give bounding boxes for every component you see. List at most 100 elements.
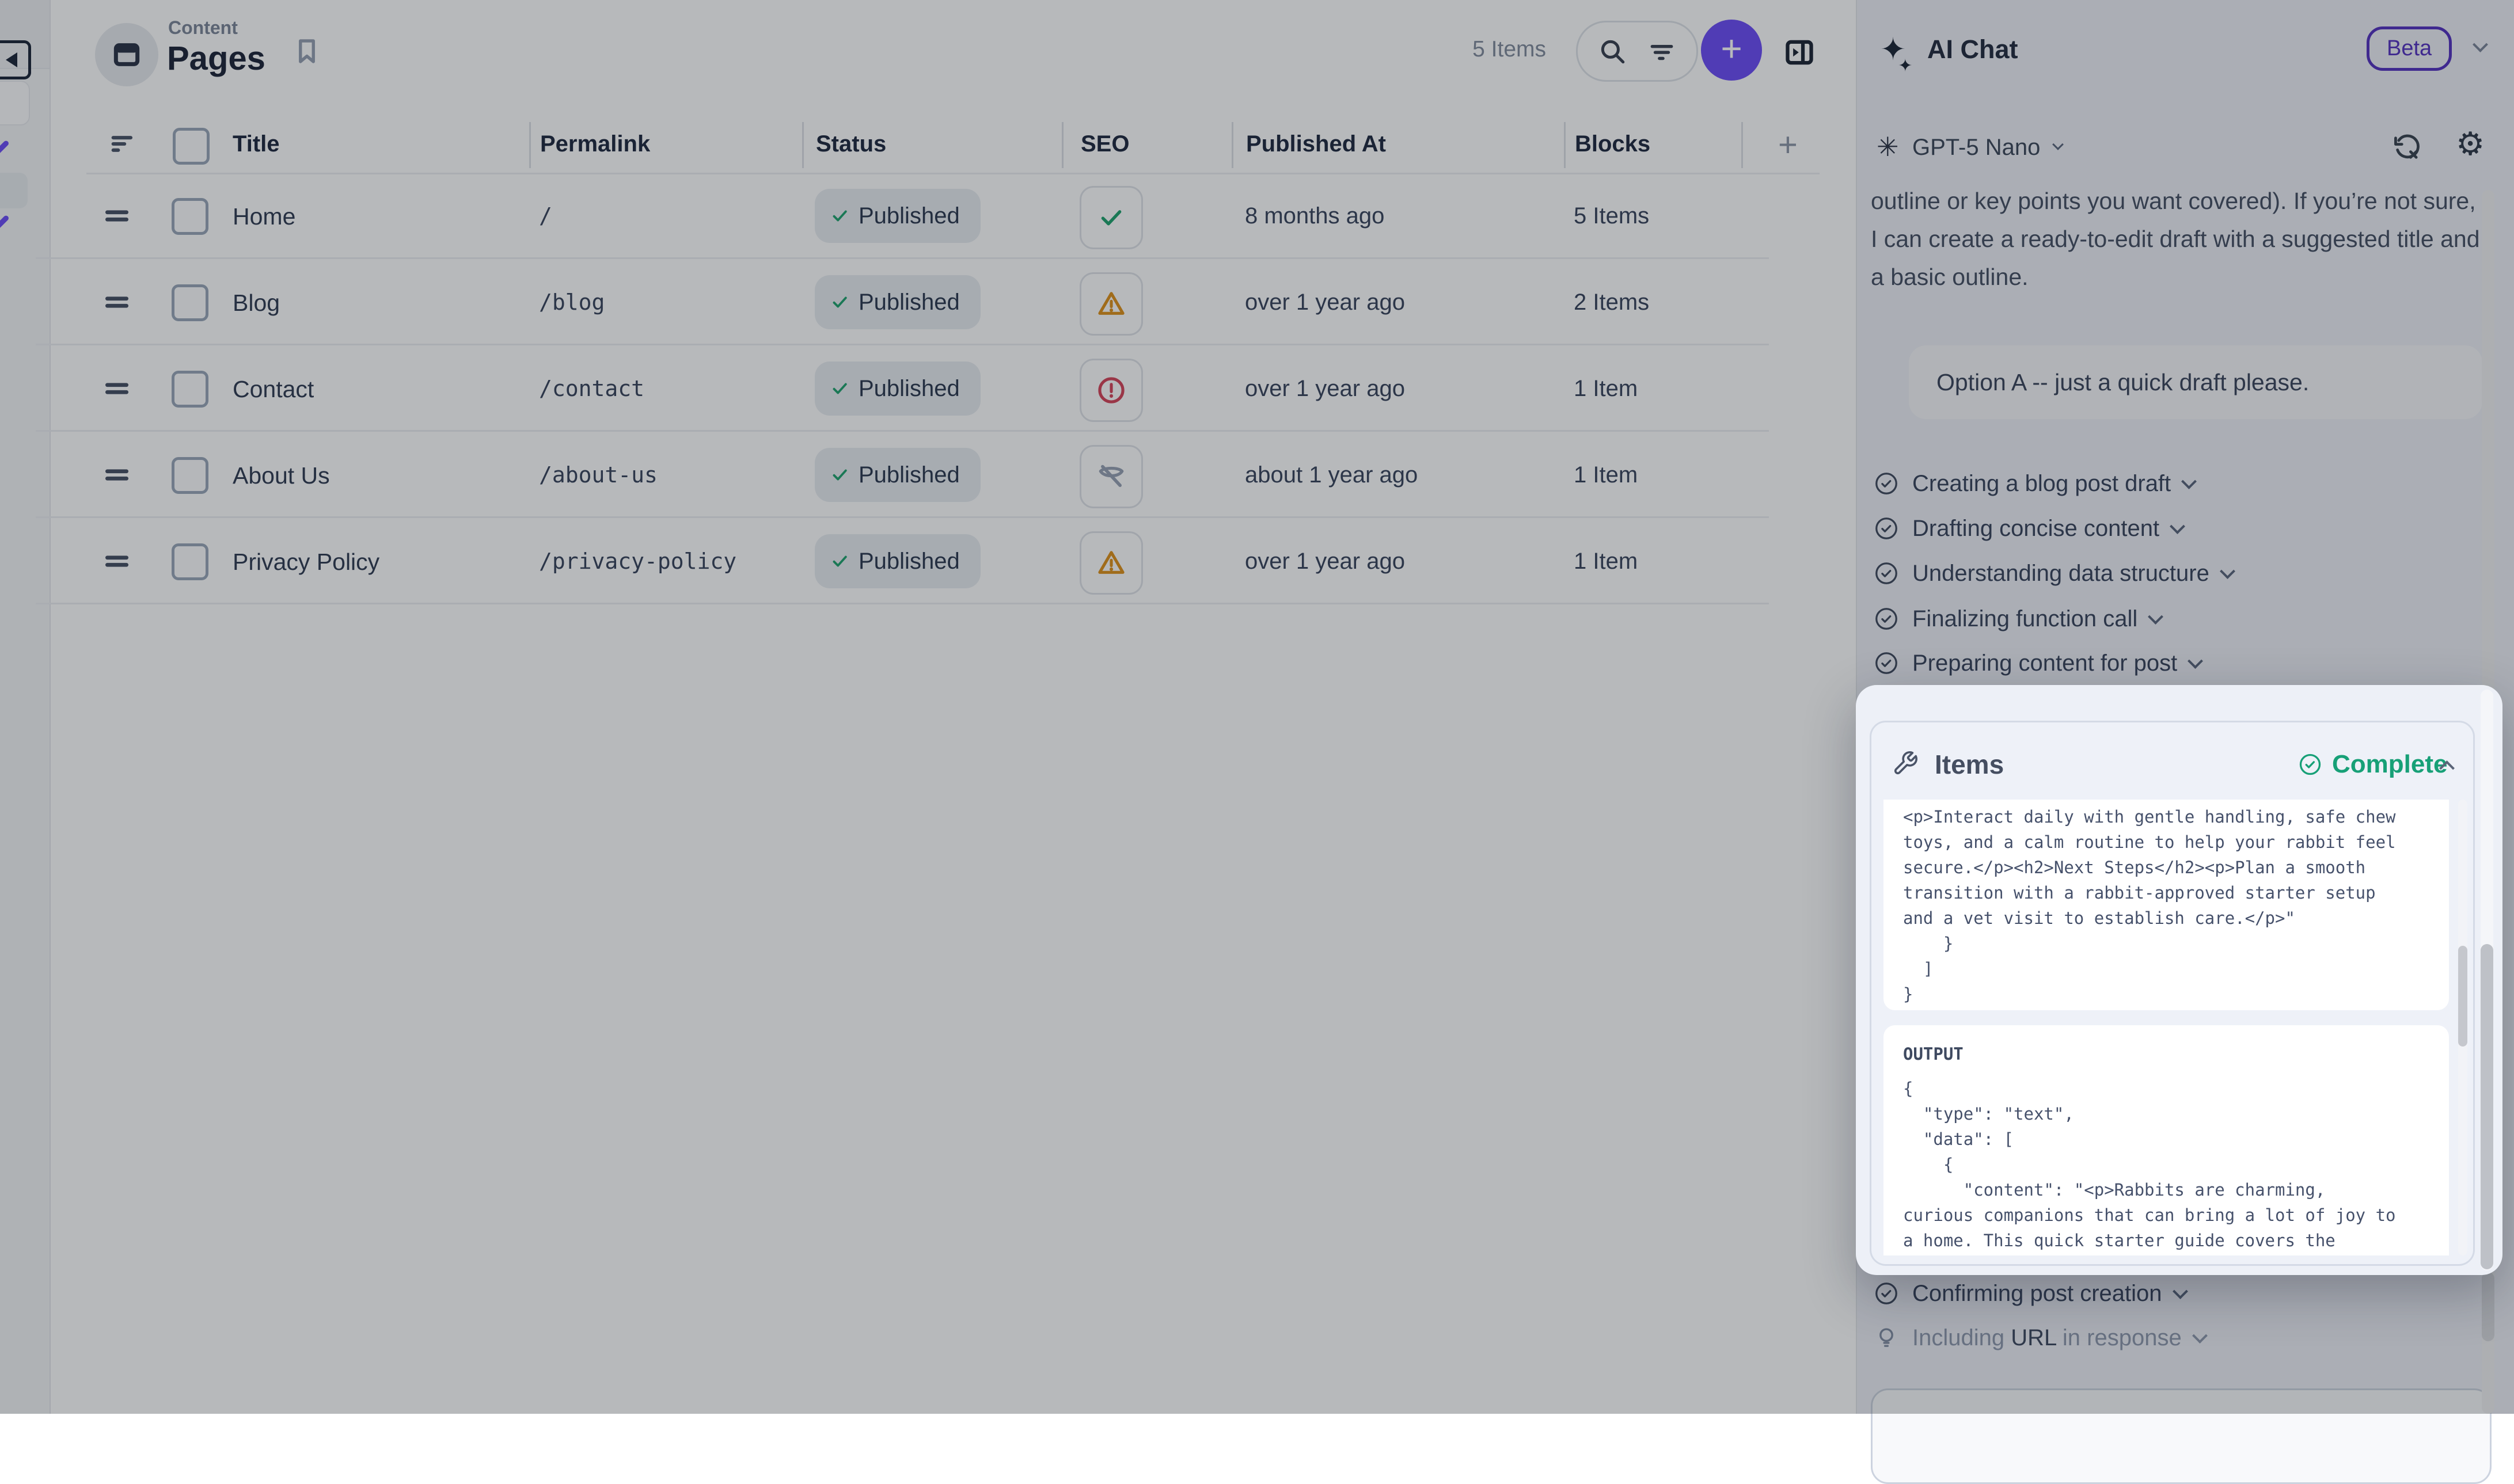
col-header-blocks[interactable]: Blocks: [1575, 131, 1651, 157]
col-header-permalink[interactable]: Permalink: [540, 131, 651, 157]
tool-output-viewport[interactable]: <p>Interact daily with gentle handling, …: [1883, 800, 2449, 1255]
page-title-cell[interactable]: Home: [233, 203, 296, 230]
table-row[interactable]: Contact /contact Published over 1 year a…: [36, 345, 1829, 432]
sort-rows-icon[interactable]: [108, 129, 138, 159]
blocks-cell: 1 Item: [1574, 549, 1638, 574]
seo-warning-icon: [1098, 551, 1125, 574]
seo-indicator[interactable]: [1080, 186, 1143, 249]
seo-indicator[interactable]: [1080, 359, 1143, 422]
check-circle-icon: [1875, 608, 1897, 630]
row-checkbox[interactable]: [172, 543, 208, 580]
search-filter-group: [1576, 21, 1698, 82]
published-at-cell: over 1 year ago: [1245, 376, 1405, 401]
assistant-message: outline or key points you want covered).…: [1871, 188, 2480, 290]
collapse-sidebar-icon[interactable]: [0, 40, 31, 79]
model-selector[interactable]: GPT-5 Nano: [1912, 135, 2041, 160]
step-item[interactable]: Preparing content for post: [1873, 646, 2204, 680]
col-header-seo[interactable]: SEO: [1081, 131, 1130, 157]
seo-hidden-icon: [1099, 465, 1124, 487]
step-item[interactable]: Confirming post creation: [1873, 1276, 2188, 1311]
page-avatar: [95, 23, 158, 86]
tool-output-code: { "type": "text", "data": [ { "content":…: [1903, 1079, 2396, 1250]
toggle-panel-icon[interactable]: [1783, 36, 1816, 69]
status-check-icon: [833, 383, 847, 394]
chat-scrollbar-thumb[interactable]: [2482, 1272, 2494, 1341]
col-header-published-at[interactable]: Published At: [1246, 131, 1386, 157]
table-row[interactable]: Blog /blog Published over 1 year ago 2 I…: [36, 259, 1829, 345]
seo-check-icon: [1101, 210, 1122, 226]
plus-icon: +: [1721, 28, 1742, 69]
search-icon[interactable]: [1598, 37, 1627, 66]
bookmark-icon[interactable]: [291, 36, 322, 67]
blocks-cell: 1 Item: [1574, 376, 1638, 401]
row-checkbox[interactable]: [172, 284, 208, 321]
tool-output-label: OUTPUT: [1903, 1044, 1964, 1064]
tool-scrollbar-thumb[interactable]: [2458, 946, 2467, 1047]
clear-history-icon[interactable]: [2393, 132, 2422, 162]
add-page-button[interactable]: +: [1701, 20, 1762, 81]
table-row[interactable]: About Us /about-us Published about 1 yea…: [36, 432, 1829, 518]
step-item[interactable]: Creating a blog post draft: [1873, 466, 2197, 501]
blocks-cell: 1 Item: [1574, 462, 1638, 488]
row-checkbox[interactable]: [172, 457, 208, 494]
drag-handle-icon[interactable]: [102, 547, 131, 576]
step-item[interactable]: Understanding data structure: [1873, 556, 2235, 591]
seo-indicator[interactable]: [1080, 531, 1143, 595]
drag-handle-icon[interactable]: [102, 374, 131, 403]
check-circle-icon: [1875, 652, 1897, 674]
published-at-cell: over 1 year ago: [1245, 549, 1405, 574]
filter-icon[interactable]: [1647, 37, 1676, 66]
col-header-status[interactable]: Status: [816, 131, 887, 157]
chat-title: AI Chat: [1927, 35, 2018, 64]
page-title-cell[interactable]: About Us: [233, 462, 330, 489]
step-item[interactable]: Drafting concise content: [1873, 511, 2186, 546]
drag-handle-icon[interactable]: [102, 461, 131, 489]
tool-input-card: <p>Interact daily with gentle handling, …: [1883, 800, 2449, 1010]
permalink-cell: /about-us: [539, 462, 658, 488]
status-badge: Published: [815, 362, 981, 416]
page-title-cell[interactable]: Contact: [233, 376, 314, 402]
table-row[interactable]: Home / Published 8 months ago 5 Items: [36, 173, 1829, 259]
left-sidebar: [0, 0, 51, 1414]
hint-item[interactable]: Including URL in response: [1873, 1321, 2208, 1355]
chat-scrollbar-thumb[interactable]: [2481, 944, 2493, 1269]
sparkles-icon: ✦✦: [1880, 32, 1913, 75]
breadcrumb: Content: [168, 17, 238, 38]
status-badge: Published: [815, 275, 981, 329]
published-at-cell: over 1 year ago: [1245, 290, 1405, 315]
seo-indicator[interactable]: [1080, 445, 1143, 508]
tool-output-card: OUTPUT { "type": "text", "data": [ { "co…: [1883, 1025, 2449, 1255]
add-column-icon[interactable]: +: [1778, 126, 1798, 163]
drag-handle-icon[interactable]: [102, 201, 131, 230]
openai-logo-icon: ✳: [1877, 132, 1899, 162]
status-check-icon: [833, 210, 847, 222]
sidebar-item-partial[interactable]: [0, 81, 30, 125]
drag-handle-icon[interactable]: [102, 288, 131, 317]
lightbulb-icon: [1879, 1328, 1893, 1347]
tool-input-code: <p>Interact daily with gentle handling, …: [1903, 807, 2396, 1004]
page-title-cell[interactable]: Privacy Policy: [233, 549, 380, 575]
permalink-cell: /contact: [539, 376, 645, 401]
col-header-title[interactable]: Title: [233, 131, 280, 157]
row-checkbox[interactable]: [172, 198, 208, 235]
status-check-icon: [833, 555, 847, 567]
tool-call-panel: Items Complete <p>Interact daily with ge…: [1870, 721, 2475, 1266]
hint-keyword: URL: [2011, 1325, 2056, 1350]
status-check-icon: [833, 296, 847, 308]
tool-title: Items: [1935, 749, 2004, 779]
seo-indicator[interactable]: [1080, 272, 1143, 336]
settings-gear-icon[interactable]: ⚙: [2456, 125, 2485, 162]
step-item[interactable]: Finalizing function call: [1873, 602, 2164, 636]
check-circle-icon: [1875, 473, 1897, 494]
published-at-cell: 8 months ago: [1245, 203, 1385, 229]
beta-badge: Beta: [2367, 26, 2452, 71]
page-title-cell[interactable]: Blog: [233, 290, 280, 316]
items-count: 5 Items: [1472, 37, 1546, 62]
sidebar-item-partial[interactable]: [0, 173, 28, 208]
tool-status: Complete: [2297, 750, 2447, 779]
row-checkbox[interactable]: [172, 371, 208, 408]
select-all-checkbox[interactable]: [173, 128, 210, 165]
table-row[interactable]: Privacy Policy /privacy-policy Published…: [36, 518, 1829, 604]
user-message-text: Option A -- just a quick draft please.: [1936, 368, 2310, 395]
permalink-cell: /blog: [539, 290, 605, 315]
